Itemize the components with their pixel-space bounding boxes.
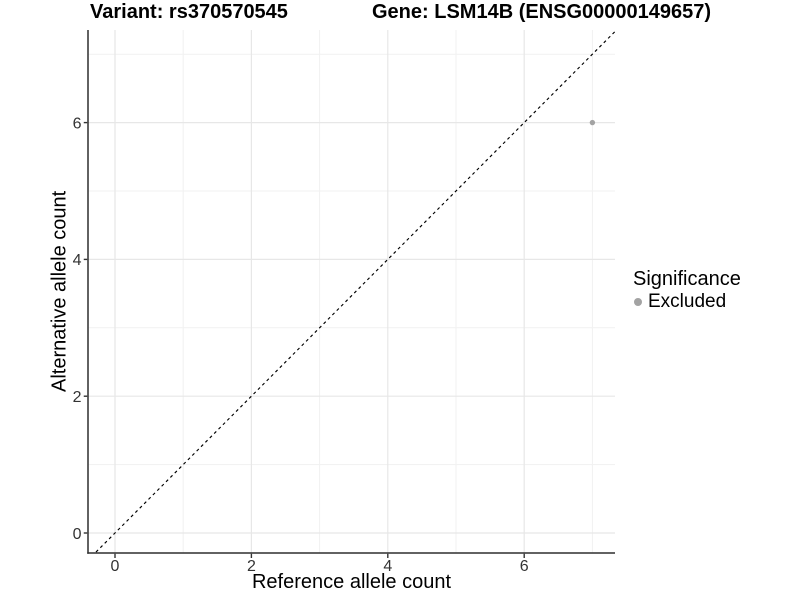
x-tick-label: 6 — [520, 558, 529, 575]
legend: Significance Excluded — [632, 268, 741, 312]
y-axis-title: Alternative allele count — [48, 190, 71, 393]
legend-item-label: Excluded — [648, 291, 727, 312]
x-axis-title: Reference allele count — [251, 571, 451, 593]
y-tick-label: 2 — [73, 389, 82, 406]
x-tick-label: 0 — [111, 558, 120, 575]
legend-item: Excluded — [632, 292, 741, 312]
y-tick-label: 4 — [73, 252, 82, 269]
y-tick-label: 6 — [73, 115, 82, 132]
x-tick-label: 4 — [383, 558, 392, 575]
plot-title-gene: Gene: LSM14B (ENSG00000149657) — [372, 1, 712, 23]
legend-point-icon — [634, 298, 642, 306]
legend-title: Significance — [633, 268, 741, 290]
y-tick-label: 0 — [73, 526, 82, 543]
identity-line — [94, 30, 615, 553]
x-tick-label: 2 — [247, 558, 256, 575]
data-point — [589, 119, 596, 126]
legend-items: Excluded — [632, 292, 741, 312]
plot-title-variant: Variant: rs370570545 — [90, 1, 288, 23]
